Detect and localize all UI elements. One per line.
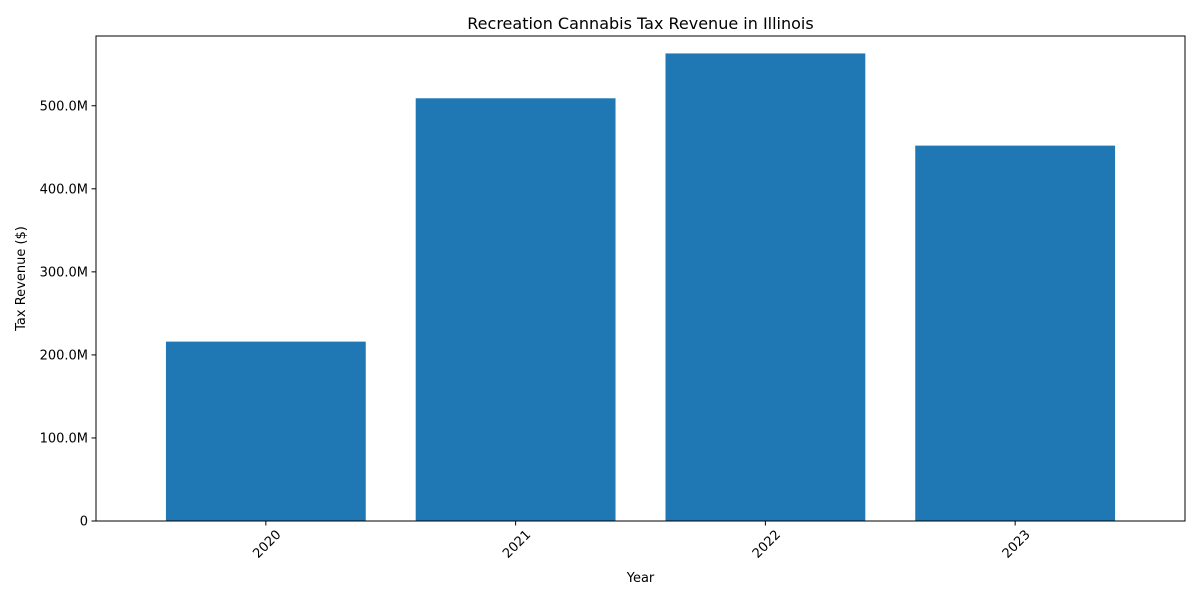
y-axis-label: Tax Revenue ($) [14,226,29,332]
y-tick-label: 300.0M [40,265,88,280]
plot-frame [95,35,1186,522]
x-axis-label: Year [626,571,655,586]
y-tick-label: 400.0M [40,182,88,197]
x-axis-ticks: 2020 2021 2022 2023 [250,521,1034,562]
chart-title: Recreation Cannabis Tax Revenue in Illin… [467,14,813,33]
x-tick-label: 2020 [250,528,284,562]
x-tick-label: 2022 [750,528,784,562]
y-tick-label: 500.0M [40,99,88,114]
bars [165,53,1116,522]
bar-2021 [415,98,616,522]
y-tick-label: 0 [80,515,88,530]
bar-2020 [165,341,366,521]
bar-2023 [915,145,1116,521]
y-tick-label: 200.0M [40,348,88,363]
x-tick-label: 2021 [500,528,534,562]
x-tick-label: 2023 [1000,528,1034,562]
y-axis-ticks: 0 100.0M 200.0M 300.0M 400.0M 500.0M [40,99,96,530]
bar-2022 [665,53,866,522]
y-tick-label: 100.0M [40,431,88,446]
